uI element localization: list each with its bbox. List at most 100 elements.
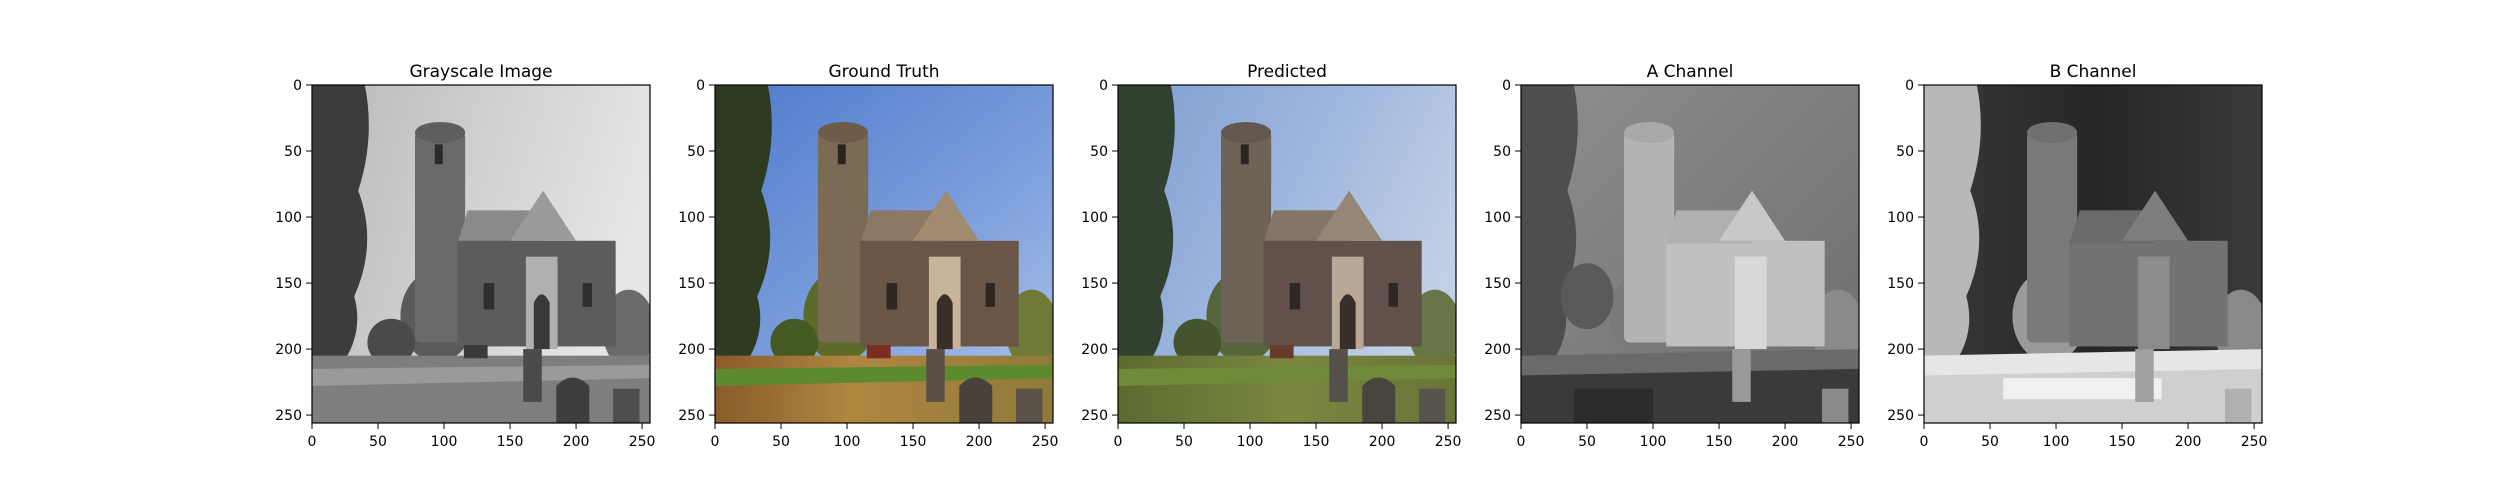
grayscale-image bbox=[312, 85, 650, 423]
ground bbox=[1924, 349, 2262, 423]
ground bbox=[1521, 349, 1859, 423]
church bbox=[1623, 121, 1825, 350]
x-tick-label: 200 bbox=[1772, 434, 1799, 450]
x-axis: 0 50 100 150 200 250 bbox=[1114, 423, 1462, 450]
y-tick-label: 0 bbox=[1905, 78, 1914, 94]
x-tick-label: 250 bbox=[1435, 434, 1462, 450]
panel-predicted: Predicted bbox=[1081, 62, 1461, 450]
y-tick-label: 0 bbox=[1502, 78, 1511, 94]
x-tick-label: 100 bbox=[2043, 434, 2070, 450]
x-tick-label: 0 bbox=[1114, 434, 1123, 450]
y-tick-label: 200 bbox=[1081, 342, 1108, 358]
y-tick-label: 100 bbox=[1081, 210, 1108, 226]
ground-truth-image bbox=[715, 85, 1053, 423]
y-tick-label: 200 bbox=[1887, 342, 1914, 358]
ground bbox=[715, 345, 1053, 423]
axes-frame bbox=[1520, 84, 1860, 424]
x-tick-label: 100 bbox=[834, 434, 861, 450]
x-axis: 0 50 100 150 200 250 bbox=[308, 423, 656, 450]
y-tick-label: 100 bbox=[275, 210, 302, 226]
y-axis: 0 50 100 150 200 250 bbox=[1081, 78, 1118, 424]
axes-frame bbox=[1117, 84, 1457, 424]
x-tick-label: 0 bbox=[711, 434, 720, 450]
x-tick-label: 50 bbox=[1981, 434, 1999, 450]
panel-ground-truth: Ground Truth bbox=[678, 62, 1058, 450]
x-tick-label: 250 bbox=[1838, 434, 1865, 450]
y-tick-label: 50 bbox=[284, 144, 302, 160]
x-tick-label: 0 bbox=[1517, 434, 1526, 450]
y-tick-label: 150 bbox=[275, 276, 302, 292]
y-tick-label: 250 bbox=[275, 408, 302, 424]
y-axis: 0 50 100 150 200 250 bbox=[1887, 78, 1924, 424]
panel-grayscale: Grayscale Image bbox=[275, 62, 655, 450]
y-axis: 0 50 100 150 200 250 bbox=[678, 78, 715, 424]
y-axis: 0 50 100 150 200 250 bbox=[1484, 78, 1521, 424]
y-tick-label: 100 bbox=[1484, 210, 1511, 226]
x-tick-label: 50 bbox=[1578, 434, 1596, 450]
y-axis: 0 50 100 150 200 250 bbox=[275, 78, 312, 424]
y-tick-label: 250 bbox=[1081, 408, 1108, 424]
y-tick-label: 50 bbox=[1896, 144, 1914, 160]
x-tick-label: 0 bbox=[308, 434, 317, 450]
y-tick-label: 50 bbox=[687, 144, 705, 160]
x-tick-label: 150 bbox=[900, 434, 927, 450]
y-tick-label: 150 bbox=[1887, 276, 1914, 292]
axes-frame bbox=[1923, 84, 2263, 424]
x-tick-label: 250 bbox=[1032, 434, 1059, 450]
x-tick-label: 150 bbox=[497, 434, 524, 450]
x-axis: 0 50 100 150 200 250 bbox=[1920, 423, 2268, 450]
x-tick-label: 250 bbox=[629, 434, 656, 450]
ground bbox=[1118, 345, 1456, 423]
x-tick-label: 100 bbox=[431, 434, 458, 450]
x-tick-label: 50 bbox=[1175, 434, 1193, 450]
x-tick-label: 250 bbox=[2241, 434, 2268, 450]
panel-title: Predicted bbox=[1247, 62, 1327, 82]
x-tick-label: 200 bbox=[966, 434, 993, 450]
y-tick-label: 100 bbox=[678, 210, 705, 226]
panel-b-channel: B Channel bbox=[1887, 62, 2267, 450]
y-tick-label: 200 bbox=[275, 342, 302, 358]
panel-title: A Channel bbox=[1647, 62, 1734, 82]
axes-frame bbox=[714, 84, 1054, 424]
y-tick-label: 0 bbox=[293, 78, 302, 94]
y-tick-label: 0 bbox=[1099, 78, 1108, 94]
x-axis: 0 50 100 150 200 250 bbox=[1517, 423, 1865, 450]
x-tick-label: 150 bbox=[1303, 434, 1330, 450]
church bbox=[2026, 121, 2228, 350]
x-tick-label: 150 bbox=[2109, 434, 2136, 450]
y-tick-label: 250 bbox=[1484, 408, 1511, 424]
axes-frame bbox=[311, 84, 651, 424]
y-tick-label: 50 bbox=[1090, 144, 1108, 160]
x-tick-label: 150 bbox=[1706, 434, 1733, 450]
church bbox=[817, 121, 1019, 350]
y-tick-label: 150 bbox=[1081, 276, 1108, 292]
x-tick-label: 100 bbox=[1640, 434, 1667, 450]
x-tick-label: 0 bbox=[1920, 434, 1929, 450]
x-tick-label: 200 bbox=[1369, 434, 1396, 450]
y-tick-label: 250 bbox=[1887, 408, 1914, 424]
x-tick-label: 200 bbox=[2175, 434, 2202, 450]
x-tick-label: 50 bbox=[772, 434, 790, 450]
y-tick-label: 250 bbox=[678, 408, 705, 424]
panel-a-channel: A Channel bbox=[1484, 62, 1864, 450]
y-tick-label: 100 bbox=[1887, 210, 1914, 226]
a-channel-image bbox=[1521, 85, 1859, 423]
church bbox=[414, 121, 616, 350]
y-tick-label: 50 bbox=[1493, 144, 1511, 160]
panel-title: B Channel bbox=[2050, 62, 2137, 82]
y-tick-label: 200 bbox=[1484, 342, 1511, 358]
church bbox=[1220, 121, 1422, 350]
panel-title: Grayscale Image bbox=[409, 62, 552, 82]
ground bbox=[312, 345, 650, 423]
x-tick-label: 100 bbox=[1237, 434, 1264, 450]
y-tick-label: 150 bbox=[1484, 276, 1511, 292]
predicted-image bbox=[1118, 85, 1456, 423]
x-tick-label: 200 bbox=[563, 434, 590, 450]
b-channel-image bbox=[1924, 85, 2262, 423]
y-tick-label: 200 bbox=[678, 342, 705, 358]
panel-title: Ground Truth bbox=[828, 62, 939, 82]
y-tick-label: 0 bbox=[696, 78, 705, 94]
y-tick-label: 150 bbox=[678, 276, 705, 292]
x-axis: 0 50 100 150 200 250 bbox=[711, 423, 1059, 450]
